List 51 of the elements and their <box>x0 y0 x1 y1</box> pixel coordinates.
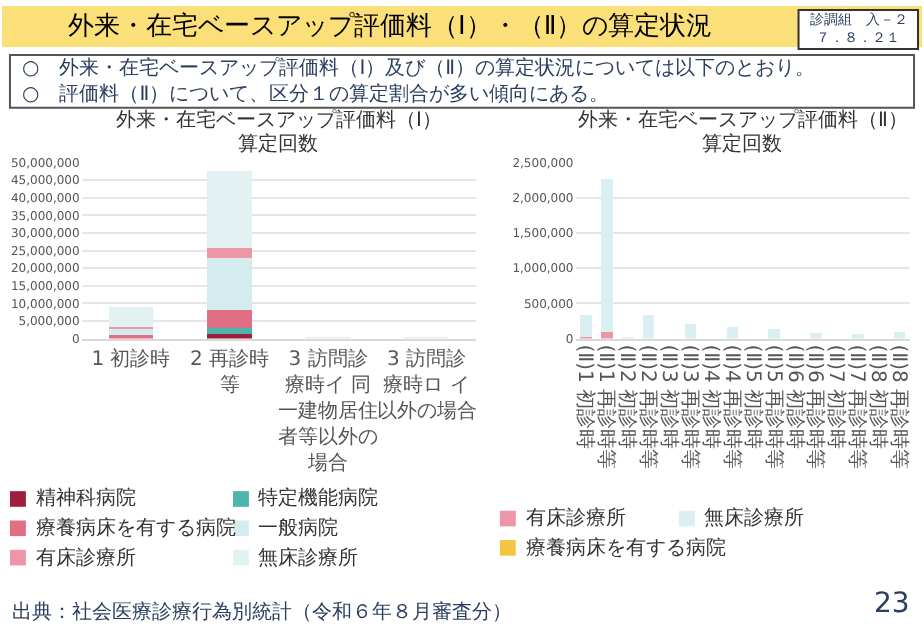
x-tick-label: (Ⅱ)1 初診時 <box>573 344 598 450</box>
x-tick-label: (Ⅱ)5 再診時等 <box>761 344 786 470</box>
legend-label: 精神科病院 <box>36 486 136 510</box>
x-tick-label: (Ⅱ)7 再診時等 <box>845 344 870 470</box>
bar <box>207 327 252 335</box>
x-tick-label: 2 再診時等 <box>189 346 270 397</box>
text: ○ 評価料（Ⅱ）について、区分１の算定割合が多い傾向にある。 <box>22 82 610 106</box>
legend-label: 有床診療所 <box>36 546 136 570</box>
x-tick-label: (Ⅱ)6 初診時 <box>782 344 807 450</box>
bar <box>684 324 697 339</box>
text: 外来・在宅ベースアップ評価料（Ⅰ）・（Ⅱ）の算定状況 <box>68 10 713 42</box>
chart-subtitle: 算定回数 <box>238 132 318 156</box>
legend-label: 特定機能病院 <box>258 486 378 510</box>
bar <box>580 314 592 338</box>
x-tick-label: (Ⅱ)2 初診時 <box>615 344 640 450</box>
chart-subtitle: 算定回数 <box>702 132 782 156</box>
legend-label: 一般病院 <box>258 516 338 540</box>
chart-title: 外来・在宅ベースアップ評価料（Ⅰ） <box>116 108 442 132</box>
x-tick-label: (Ⅱ)3 再診時等 <box>678 344 703 470</box>
x-tick-label: 1 初診時 <box>91 346 171 371</box>
bar <box>207 248 252 258</box>
x-tick-label: 3 訪問診療時ロ イ以外の場合 <box>376 346 477 423</box>
x-tick-label: (Ⅱ)6 再診時等 <box>803 344 828 470</box>
x-tick-label: (Ⅱ)5 初診時 <box>740 344 765 450</box>
bar <box>601 178 613 333</box>
legend-label: 無床診療所 <box>704 506 804 530</box>
x-tick-label: (Ⅱ)2 再診時等 <box>636 344 661 470</box>
legend-label: 有床診療所 <box>526 506 626 530</box>
legend-label: 療養病床を有する病院 <box>526 536 726 560</box>
bar <box>810 332 822 339</box>
x-tick-label: (Ⅱ)7 初診時 <box>824 344 849 450</box>
legend-label: 無床診療所 <box>258 546 358 570</box>
text: ○ 外来・在宅ベースアップ評価料（Ⅰ）及び（Ⅱ）の算定状況については以下のとおり。 <box>22 56 816 80</box>
x-tick-label: (Ⅱ)3 初診時 <box>657 344 682 450</box>
x-tick-label: 3 訪問診療時イ 同一建物居住者等以外の場合 <box>278 346 379 475</box>
x-tick-label: (Ⅱ)1 再診時等 <box>594 344 619 470</box>
bar <box>207 171 252 249</box>
x-tick-label: (Ⅱ)8 初診時 <box>866 344 891 450</box>
chart-title: 外来・在宅ベースアップ評価料（Ⅱ） <box>578 108 908 132</box>
x-tick-label: (Ⅱ)4 初診時 <box>698 344 723 450</box>
legend-label: 療養病床を有する病院 <box>36 516 236 540</box>
bar <box>207 309 252 328</box>
x-tick-label: (Ⅱ)4 再診時等 <box>719 344 744 470</box>
text: 23 <box>874 588 910 620</box>
bar <box>601 332 613 339</box>
bar <box>768 329 780 339</box>
source-note: 出典：社会医療診療行為別統計（令和６年８月審査分） <box>12 600 512 624</box>
bar <box>642 315 655 339</box>
bar <box>207 257 252 310</box>
bar <box>108 306 154 327</box>
x-tick-label: (Ⅱ)8 再診時等 <box>887 344 912 470</box>
